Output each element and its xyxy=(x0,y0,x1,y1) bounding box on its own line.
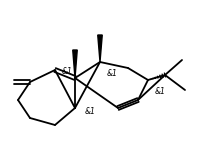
Text: &1: &1 xyxy=(155,87,166,96)
Text: &1: &1 xyxy=(107,69,118,78)
Text: &1: &1 xyxy=(62,66,73,75)
Polygon shape xyxy=(98,35,102,62)
Text: &1: &1 xyxy=(85,108,96,117)
Polygon shape xyxy=(73,50,77,78)
